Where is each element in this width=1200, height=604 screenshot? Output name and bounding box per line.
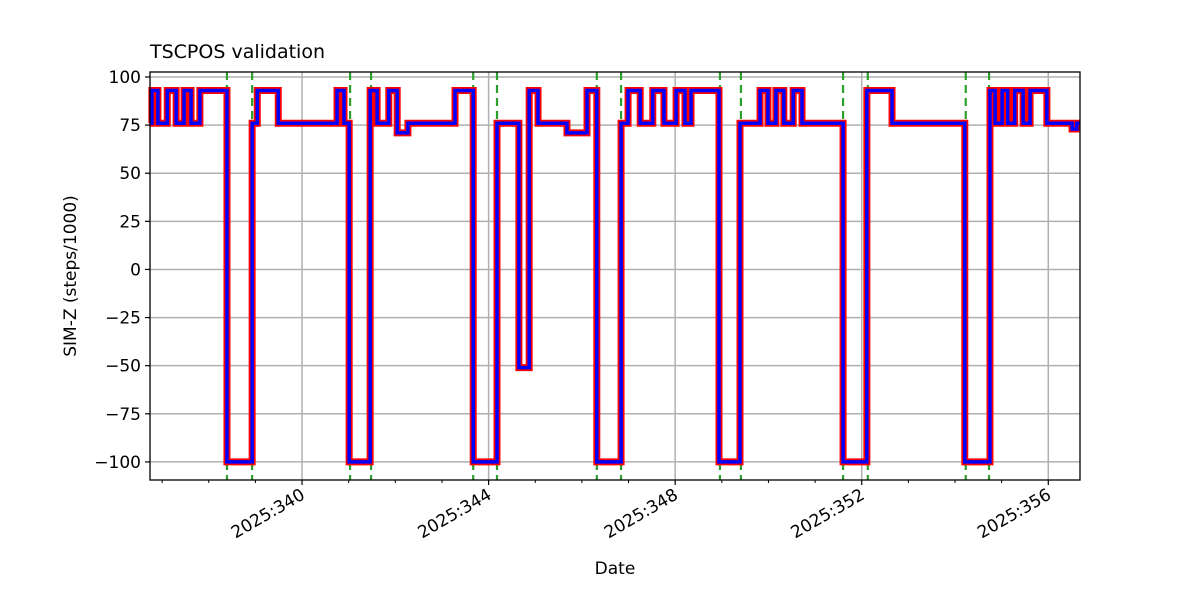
chart-title: TSCPOS validation: [149, 41, 325, 63]
x-tick-label: 2025:340: [228, 485, 309, 543]
plot-frame: [149, 71, 1081, 481]
y-tick-label: −100: [94, 453, 141, 473]
x-tick-label: 2025:348: [601, 485, 682, 543]
y-axis-label: SIM-Z (steps/1000): [61, 195, 81, 357]
y-tick-label: −75: [105, 405, 141, 425]
series-line-outer: [148, 86, 1081, 466]
x-tick-label: 2025:344: [415, 485, 496, 543]
grid: [150, 72, 1080, 480]
y-tick-label: 0: [130, 260, 141, 280]
event-lines: [225, 72, 991, 480]
y-tick-label: 50: [119, 164, 141, 184]
x-tick-label: 2025:356: [974, 485, 1055, 543]
x-axis: 2025:340 2025:344 2025:348 2025:352 2025:356: [161, 480, 1055, 543]
y-tick-label: 75: [119, 116, 141, 136]
x-tick-label: 2025:352: [788, 485, 869, 543]
x-axis-label: Date: [595, 559, 636, 579]
series-line-inner: [150, 88, 1080, 464]
y-axis: 100 75 50 25 0 −25 −50 −75 −100: [94, 68, 150, 473]
y-tick-label: 100: [109, 68, 141, 88]
series: [148, 86, 1081, 466]
y-tick-label: −25: [105, 309, 141, 329]
y-tick-label: −50: [105, 357, 141, 377]
y-tick-label: 25: [119, 212, 141, 232]
